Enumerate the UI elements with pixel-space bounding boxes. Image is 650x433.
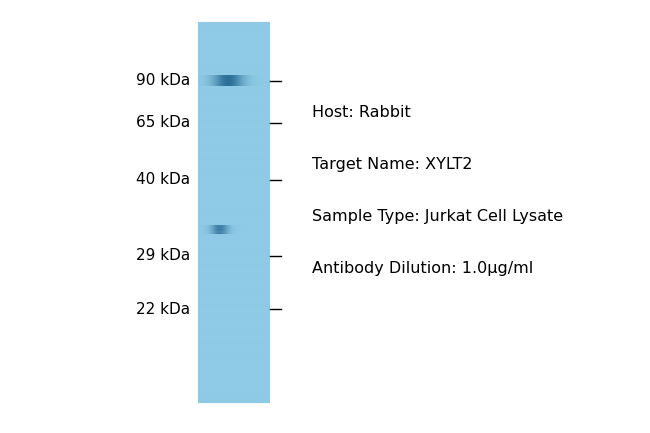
Text: Sample Type: Jurkat Cell Lysate: Sample Type: Jurkat Cell Lysate xyxy=(312,209,563,224)
Text: Target Name: XYLT2: Target Name: XYLT2 xyxy=(312,157,473,172)
Bar xyxy=(198,22,270,403)
Text: Host: Rabbit: Host: Rabbit xyxy=(312,105,411,120)
Text: 29 kDa: 29 kDa xyxy=(136,249,190,264)
Text: 40 kDa: 40 kDa xyxy=(136,172,190,187)
Text: Antibody Dilution: 1.0μg/ml: Antibody Dilution: 1.0μg/ml xyxy=(312,261,533,276)
Text: 65 kDa: 65 kDa xyxy=(136,115,190,130)
Text: 22 kDa: 22 kDa xyxy=(136,302,190,317)
Text: 90 kDa: 90 kDa xyxy=(136,73,190,88)
